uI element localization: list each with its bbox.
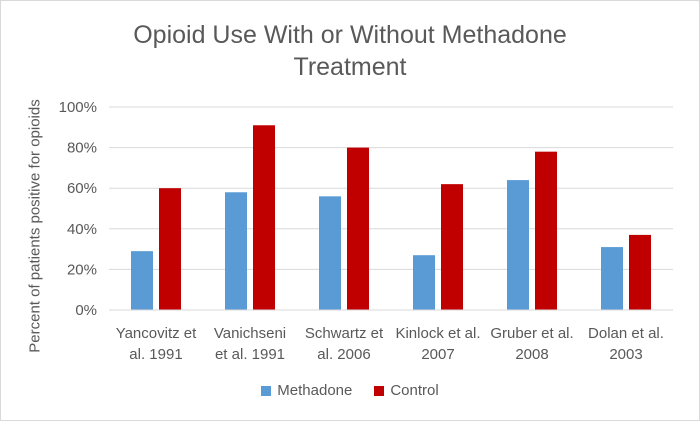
x-tick-label: Vanichseni [214, 325, 286, 342]
y-tick-label: 80% [67, 140, 97, 157]
bar-methadone [507, 180, 529, 310]
bar-control [159, 188, 181, 310]
legend-label: Methadone [277, 382, 353, 399]
bar-control [253, 125, 275, 311]
chart-title-line-2: Treatment [293, 53, 407, 81]
bar-control [629, 234, 651, 310]
y-tick-label: 40% [67, 221, 97, 238]
x-tick-label: 2007 [421, 346, 454, 363]
x-tick-label: Gruber et al. [490, 325, 573, 342]
x-tick-label: 2008 [515, 346, 548, 363]
x-tick-label: 2003 [609, 346, 642, 363]
y-tick-label: 100% [59, 99, 97, 116]
y-tick-label: 0% [75, 302, 97, 319]
bar-methadone [319, 196, 341, 310]
chart-title: Opioid Use With or Without Methadone Tre… [1, 19, 699, 83]
bar-control [535, 151, 557, 310]
x-tick-label: Dolan et al. [588, 325, 664, 342]
legend-swatch [261, 385, 272, 396]
bar-methadone [413, 255, 435, 310]
x-tick-label: al. 2006 [317, 346, 370, 363]
legend-item-methadone: Methadone [261, 382, 352, 399]
bar-control [347, 147, 369, 310]
x-tick-label: Schwartz et [305, 325, 384, 342]
bar-methadone [131, 251, 153, 310]
x-tick-label: al. 1991 [129, 346, 182, 363]
bar-control [441, 184, 463, 310]
y-tick-label: 60% [67, 180, 97, 197]
x-tick-label: Kinlock et al. [395, 325, 480, 342]
legend-swatch [374, 385, 385, 396]
legend-item-control: Control [374, 382, 439, 399]
x-tick-label: Yancovitz et [116, 325, 197, 342]
bar-methadone [225, 192, 247, 310]
bar-methadone [601, 247, 623, 310]
y-tick-label: 20% [67, 261, 97, 278]
legend-label: Control [390, 382, 439, 399]
x-tick-label: et al. 1991 [215, 346, 285, 363]
legend: Methadone Control [1, 382, 699, 399]
chart-title-line-1: Opioid Use With or Without Methadone [133, 21, 567, 49]
